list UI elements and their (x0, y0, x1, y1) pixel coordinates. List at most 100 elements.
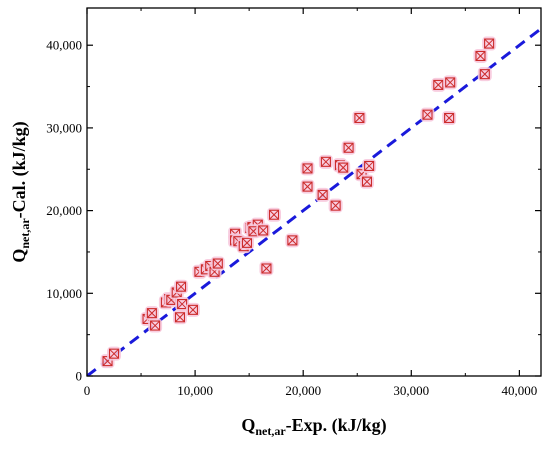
data-point (336, 160, 351, 175)
data-point-box (174, 312, 186, 323)
data-point-box (317, 189, 328, 200)
data-point-cross (343, 142, 354, 153)
data-point-box (422, 109, 433, 120)
axis-title-main: Q (9, 249, 29, 263)
data-point-box (338, 162, 349, 173)
data-point (144, 306, 159, 321)
data-point-cross (302, 163, 313, 174)
data-point-cross (147, 308, 157, 319)
data-point-box (475, 50, 486, 62)
data-point-cross (242, 238, 252, 248)
data-point (239, 235, 254, 250)
data-point (315, 187, 330, 202)
data-point-cross (177, 299, 187, 309)
data-point (482, 36, 497, 51)
data-point-box (150, 320, 161, 331)
data-point (443, 75, 458, 90)
data-point-cross (302, 181, 313, 192)
data-point-cross (422, 109, 433, 120)
axis-title-subscript: net,ar (255, 424, 286, 438)
data-point-cross (269, 209, 279, 220)
data-point-cross (109, 348, 119, 359)
data-point-box (268, 209, 280, 220)
data-point (341, 140, 356, 155)
data-point-box (330, 200, 341, 211)
data-point-cross (287, 235, 298, 246)
data-point (300, 179, 315, 194)
data-point-cross (475, 51, 486, 61)
data-point-cross (433, 80, 444, 90)
data-point (300, 161, 315, 176)
data-point-box (433, 79, 444, 90)
data-point-cross (484, 38, 494, 49)
x-tick-label: 20,000 (285, 383, 321, 398)
data-point-cross (317, 190, 328, 200)
data-point (328, 198, 343, 213)
y-tick-label: 10,000 (46, 286, 82, 301)
data-point-box (187, 304, 198, 315)
data-point (259, 261, 274, 276)
data-point (420, 107, 435, 122)
data-point-box (287, 235, 298, 246)
data-point-cross (330, 200, 341, 211)
data-point-box (320, 156, 331, 167)
data-point (352, 110, 367, 125)
data-point-cross (445, 77, 456, 88)
data-point (477, 67, 492, 82)
data-points (100, 36, 497, 369)
x-tick-label: 30,000 (393, 383, 429, 398)
data-point-cross (479, 69, 490, 80)
x-tick-label: 40,000 (502, 383, 538, 398)
data-point (107, 346, 122, 361)
data-point-cross (212, 258, 223, 269)
data-point-box (175, 281, 187, 292)
axis-title-rest: -Cal. (kJ/kg) (9, 121, 30, 218)
data-point-cross (444, 113, 454, 123)
data-point-cross (258, 225, 269, 236)
plot-frame (86, 7, 542, 377)
data-point (362, 158, 377, 173)
axis-title-subscript: net,ar (18, 218, 32, 249)
data-point-box (212, 258, 223, 269)
axis-title-rest: -Exp. (kJ/kg) (286, 415, 387, 436)
data-point-box (302, 163, 313, 174)
data-point (148, 318, 163, 333)
data-point-cross (175, 312, 185, 323)
data-point-cross (176, 281, 186, 292)
reference-line-y-equals-x (87, 27, 541, 376)
data-point-cross (188, 304, 198, 315)
data-point (318, 154, 333, 169)
data-point-cross (261, 263, 272, 274)
data-point (210, 256, 225, 271)
axis-title-main: Q (241, 415, 255, 435)
data-point-cross (338, 162, 349, 173)
y-tick-label: 40,000 (46, 38, 82, 53)
data-point (473, 48, 488, 63)
data-point-box (177, 299, 188, 310)
y-tick-label: 30,000 (46, 120, 82, 135)
data-point-cross (321, 156, 331, 167)
data-point-cross (364, 161, 374, 171)
data-point (185, 302, 200, 317)
y-tick-label: 0 (76, 369, 83, 384)
data-point-box (364, 160, 375, 172)
data-point-cross (362, 176, 372, 187)
data-point-box (361, 176, 373, 187)
data-point-box (354, 112, 365, 124)
data-point-box (258, 225, 269, 236)
data-point-cross (354, 113, 365, 123)
data-point-box (445, 77, 456, 88)
data-point-box (241, 237, 253, 248)
data-point (172, 310, 187, 325)
data-point (359, 174, 374, 189)
y-tick-label: 20,000 (46, 203, 82, 218)
data-point-box (108, 348, 120, 359)
data-point-box (444, 112, 455, 124)
data-point-cross (150, 320, 160, 331)
data-point (256, 223, 271, 238)
data-point-box (343, 142, 354, 153)
x-tick-label: 0 (84, 383, 91, 398)
data-point-box (261, 263, 272, 274)
